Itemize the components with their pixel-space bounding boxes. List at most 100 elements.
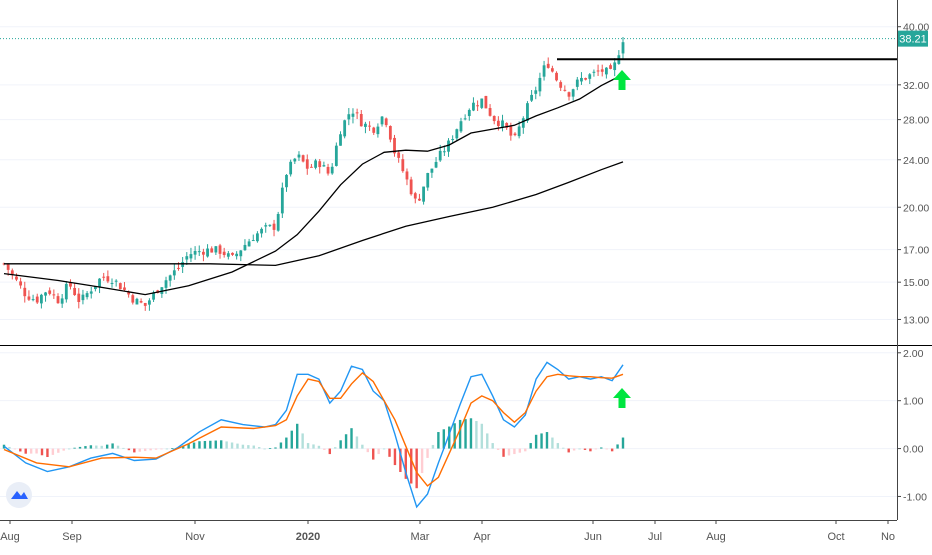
candle-body [56,296,60,304]
candle-body [513,133,517,136]
candle-body [48,290,52,294]
candle-body [143,302,147,306]
up-arrow-icon [613,70,631,90]
candle-body [197,251,201,253]
macd-histogram-bar [589,448,592,452]
macd-histogram-bar [426,448,429,458]
candle-body [530,94,534,101]
price-tick-label: 17.00 [903,245,929,257]
macd-histogram-bar [453,423,456,449]
candle-body [546,63,550,68]
candle-body [563,89,567,91]
macd-histogram-bar [57,448,60,453]
price-tick-label: 40.00 [903,22,929,34]
candle-body [430,168,434,173]
candle-body [609,65,612,69]
candle-body [177,267,180,269]
macd-histogram-bar [616,444,619,449]
candle-body [118,283,122,290]
macd-histogram-bar [393,448,397,466]
candle-body [272,223,276,230]
candle-body [139,301,143,303]
candle-body [480,98,484,108]
candle-body [413,193,417,199]
candle-body [181,262,185,267]
candle-body [210,248,214,253]
macd-histogram-bar [323,448,326,450]
macd-histogram-bar [51,448,55,455]
candle-body [93,286,97,290]
macd-histogram-bar [192,442,196,449]
macd-histogram-bar [165,448,169,450]
macd-histogram-bar [458,419,462,449]
macd-histogram-bar [263,448,266,450]
macd-histogram-bar [154,448,158,450]
macd-histogram-bar [448,426,451,449]
macd-histogram-bar [491,443,494,449]
candle-body [401,159,405,172]
candle-body [555,72,558,81]
macd-histogram-bar [116,445,120,449]
candle-body [276,213,280,231]
candle-body [110,283,114,285]
candle-body [505,123,509,128]
candle-body [6,263,10,270]
macd-histogram-bar [89,445,93,449]
macd-histogram-bar [600,447,603,449]
macd-histogram-bar [572,448,576,451]
candle-body [264,225,268,227]
macd-histogram-bar [143,448,147,452]
macd-histogram-bar [382,448,386,450]
macd-histogram-bar [480,423,484,449]
candle-body [621,42,625,54]
macd-histogram-bar [361,444,364,449]
macd-histogram-bar [486,433,489,449]
macd-histogram-bar [187,443,190,449]
time-tick-label: Jun [584,531,602,543]
macd-histogram-bar [296,423,299,449]
candle-body [206,248,209,257]
macd-histogram-bar [464,419,467,449]
candle-body [260,228,263,234]
candle-body [526,103,529,121]
macd-histogram-bar [198,441,201,449]
candle-body [131,295,135,303]
time-tick-label: 2020 [296,531,320,543]
candle-body [384,118,388,126]
candle-body [135,298,139,305]
macd-histogram-bar [410,448,413,484]
macd-histogram-bar [301,433,304,449]
macd-histogram-bar [67,448,71,450]
macd-histogram-bar [171,448,174,449]
candle-body [517,126,521,137]
macd-histogram-bar [78,446,82,449]
price-tick-label: 28.00 [903,115,929,127]
candle-body [501,120,504,128]
candle-body [442,151,446,153]
candle-body [89,291,93,294]
candle-body [15,276,18,280]
macd-histogram-bar [127,448,131,451]
candle-body [231,252,234,255]
macd-histogram-bar [350,428,353,449]
candle-body [73,287,77,296]
candle-body [285,174,288,188]
time-tick-label: Apr [473,531,490,543]
macd-histogram-bar [138,448,141,452]
macd-histogram-bar [105,444,109,449]
macd-histogram-bar [437,432,440,449]
candle-body [459,121,463,132]
candle-body [463,118,467,120]
candle-body [604,67,608,75]
macd-histogram-bar [420,448,424,474]
candle-body [310,166,313,168]
candle-body [2,263,6,265]
candle-body [85,293,89,298]
macd-histogram-bar [252,445,255,449]
up-arrow-shape [613,70,631,90]
macd-histogram-bar [567,448,570,453]
candle-body [418,198,421,201]
time-tick-label: Sep [62,531,82,543]
tradingview-logo-icon[interactable] [6,482,32,508]
